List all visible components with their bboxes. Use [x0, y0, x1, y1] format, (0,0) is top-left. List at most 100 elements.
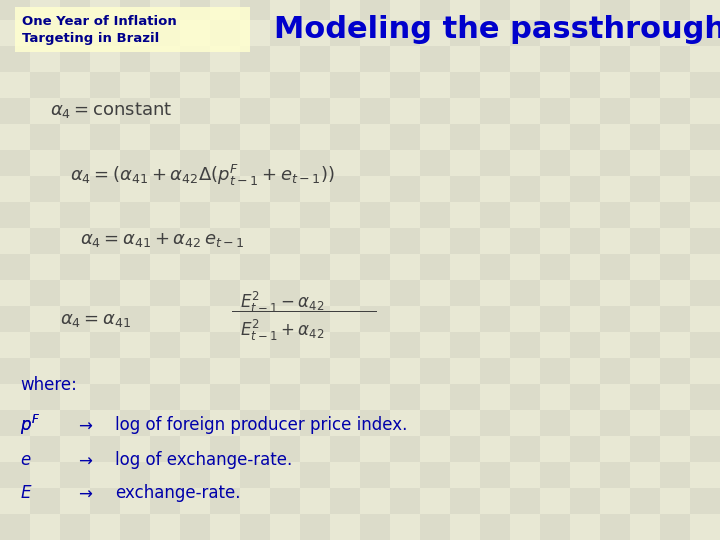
Bar [270, 124, 300, 150]
Bar [690, 332, 720, 358]
Bar [570, 488, 600, 514]
Bar [270, 228, 300, 254]
Bar [690, 488, 720, 514]
Bar [30, 72, 60, 98]
Bar [240, 98, 270, 124]
Bar [180, 0, 210, 20]
Bar [510, 436, 540, 462]
Bar [630, 436, 660, 462]
Bar [600, 150, 630, 176]
Bar [0, 514, 30, 540]
Bar [600, 514, 630, 540]
Bar [300, 462, 330, 488]
Bar [450, 176, 480, 202]
Bar [390, 384, 420, 410]
Bar [480, 358, 510, 384]
Bar [90, 332, 120, 358]
Bar [180, 46, 210, 72]
Bar [120, 46, 150, 72]
Bar [450, 228, 480, 254]
Bar [600, 462, 630, 488]
Bar [690, 280, 720, 306]
Bar [0, 358, 30, 384]
Bar [360, 254, 390, 280]
Bar [510, 228, 540, 254]
Bar [232, 310, 377, 312]
Text: $E$: $E$ [20, 484, 32, 502]
Bar [420, 358, 450, 384]
Bar [60, 306, 90, 332]
Bar [30, 228, 60, 254]
Bar [90, 228, 120, 254]
Bar [210, 20, 240, 46]
Bar [390, 20, 420, 46]
Bar [210, 332, 240, 358]
Bar [570, 228, 600, 254]
Bar [420, 254, 450, 280]
Bar [600, 410, 630, 436]
Bar [270, 20, 300, 46]
Bar [630, 332, 660, 358]
Bar [30, 20, 60, 46]
Bar [150, 384, 180, 410]
Text: $\rightarrow$: $\rightarrow$ [75, 484, 94, 502]
Bar [480, 46, 510, 72]
Bar [300, 0, 330, 20]
Bar [690, 436, 720, 462]
Bar [240, 514, 270, 540]
Bar [150, 488, 180, 514]
Bar [330, 488, 360, 514]
Bar [510, 280, 540, 306]
Bar [60, 150, 90, 176]
Bar [660, 46, 690, 72]
Bar [630, 280, 660, 306]
Bar [330, 72, 360, 98]
Bar [630, 124, 660, 150]
Bar [600, 0, 630, 20]
Bar [690, 72, 720, 98]
Bar [390, 332, 420, 358]
Bar [390, 436, 420, 462]
Bar [240, 254, 270, 280]
Bar [60, 410, 90, 436]
Bar [540, 306, 570, 332]
Bar [570, 280, 600, 306]
Bar [300, 150, 330, 176]
Bar [150, 176, 180, 202]
Bar [210, 124, 240, 150]
Bar [450, 20, 480, 46]
Bar [630, 228, 660, 254]
Text: $\alpha_4 = \alpha_{41}$: $\alpha_4 = \alpha_{41}$ [60, 311, 131, 329]
Bar [150, 332, 180, 358]
Bar [150, 72, 180, 98]
Bar [360, 0, 390, 20]
Bar [240, 306, 270, 332]
Bar [90, 436, 120, 462]
Bar [330, 436, 360, 462]
Bar [270, 332, 300, 358]
Bar [540, 514, 570, 540]
Bar [420, 150, 450, 176]
Text: $p^F$: $p^F$ [20, 413, 40, 437]
Bar [90, 176, 120, 202]
Bar [300, 306, 330, 332]
Bar [540, 98, 570, 124]
Bar [660, 98, 690, 124]
Bar [510, 332, 540, 358]
Bar [600, 358, 630, 384]
Bar [690, 384, 720, 410]
Bar [30, 176, 60, 202]
Bar [360, 514, 390, 540]
Bar [240, 150, 270, 176]
Bar [480, 98, 510, 124]
Bar [240, 0, 270, 20]
Bar [390, 280, 420, 306]
Bar [0, 202, 30, 228]
Bar [180, 462, 210, 488]
Bar [450, 280, 480, 306]
Bar [180, 306, 210, 332]
Bar [240, 358, 270, 384]
Bar [540, 358, 570, 384]
Text: $\rightarrow$: $\rightarrow$ [75, 416, 94, 434]
Text: log of exchange-rate.: log of exchange-rate. [115, 451, 292, 469]
